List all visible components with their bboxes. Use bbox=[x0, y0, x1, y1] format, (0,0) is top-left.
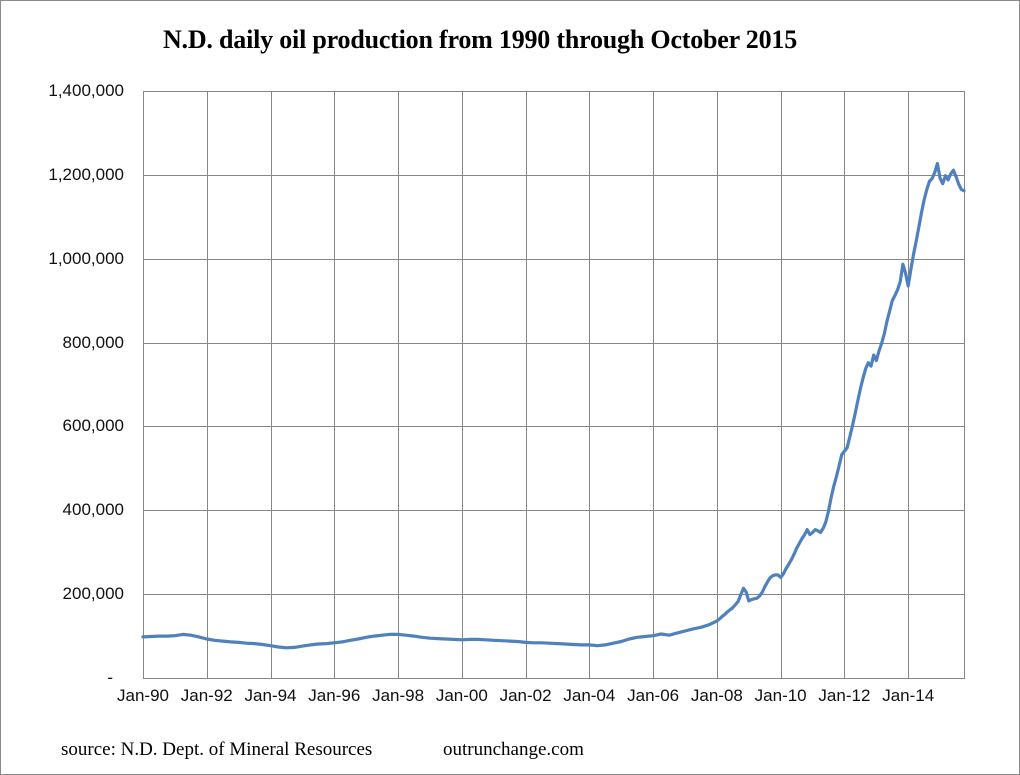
y-tick-label: 400,000 bbox=[62, 500, 124, 520]
y-tick-label: - bbox=[107, 668, 113, 687]
y-tick-label: 1,400,000 bbox=[48, 81, 124, 100]
x-tick-label: Jan-00 bbox=[435, 686, 488, 705]
x-tick-label: Jan-06 bbox=[627, 686, 680, 705]
x-tick-label: Jan-90 bbox=[117, 686, 169, 705]
y-tick-label: 1,200,000 bbox=[48, 164, 124, 184]
y-tick-label: 1,000,000 bbox=[48, 248, 124, 268]
x-tick-label: Jan-04 bbox=[563, 686, 616, 705]
y-tick-label: 200,000 bbox=[62, 584, 124, 604]
x-tick-label: Jan-94 bbox=[244, 686, 297, 705]
x-tick-label: Jan-98 bbox=[372, 686, 425, 705]
x-tick-label: Jan-12 bbox=[818, 686, 871, 705]
oil-production-line bbox=[141, 161, 966, 650]
x-tick-label: Jan-96 bbox=[308, 686, 361, 705]
chart-title: N.D. daily oil production from 1990 thro… bbox=[162, 25, 798, 54]
x-tick-label: Jan-92 bbox=[180, 686, 233, 705]
x-tick-label: Jan-02 bbox=[499, 686, 552, 705]
y-tick-label: 800,000 bbox=[62, 332, 124, 352]
source-credit: source: N.D. Dept. of Mineral Resources bbox=[61, 739, 373, 760]
plot-border bbox=[143, 91, 965, 679]
chart-footer: source: N.D. Dept. of Mineral Resources … bbox=[1, 739, 1019, 765]
x-tick-label: Jan-08 bbox=[690, 686, 743, 705]
x-tick-label: Jan-10 bbox=[754, 686, 807, 705]
y-tick-label: 600,000 bbox=[62, 416, 124, 436]
x-tick-label: Jan-14 bbox=[882, 686, 935, 705]
website-credit: outrunchange.com bbox=[443, 739, 584, 760]
